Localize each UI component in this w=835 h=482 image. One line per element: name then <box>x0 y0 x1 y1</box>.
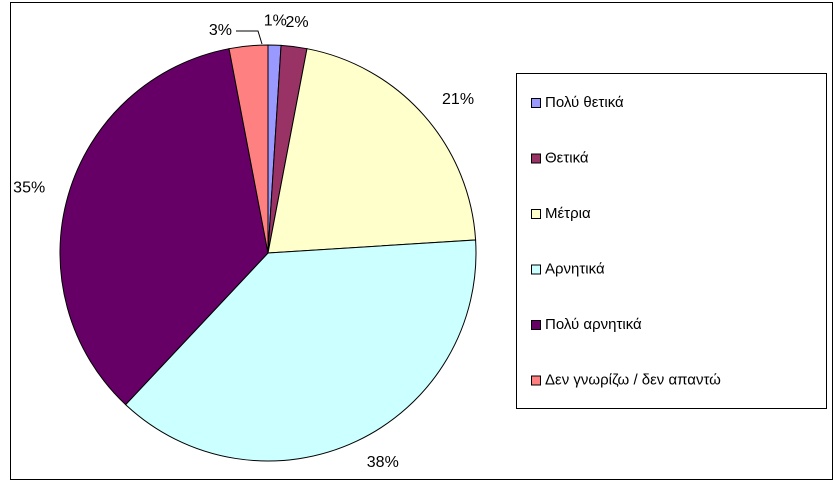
legend-label: Δεν γνωρίζω / δεν απαντώ <box>545 371 721 388</box>
leader-line <box>236 30 263 45</box>
pie-slice <box>228 44 269 254</box>
legend-label: Μέτρια <box>545 205 591 222</box>
data-label: 2% <box>286 14 309 31</box>
legend-swatch <box>531 153 541 164</box>
legend-swatch <box>531 375 541 386</box>
data-label: 38% <box>367 454 399 471</box>
legend-swatch <box>531 264 541 275</box>
legend-label: Πολύ θετικά <box>545 94 624 111</box>
data-label: 35% <box>13 179 45 196</box>
data-label: 3% <box>209 22 232 39</box>
legend-swatch <box>531 98 541 108</box>
legend-swatch <box>531 209 541 219</box>
legend-box <box>516 73 827 409</box>
data-label: 21% <box>442 91 474 108</box>
legend-label: Πολύ αρνητικά <box>545 316 642 333</box>
legend-swatch <box>531 320 541 330</box>
pie-slice <box>124 239 477 462</box>
pie-slice <box>267 48 477 254</box>
data-label: 1% <box>264 12 287 29</box>
pie-slice <box>59 48 269 406</box>
legend-label: Θετικά <box>545 149 589 166</box>
legend-label: Αρνητικά <box>545 260 605 277</box>
